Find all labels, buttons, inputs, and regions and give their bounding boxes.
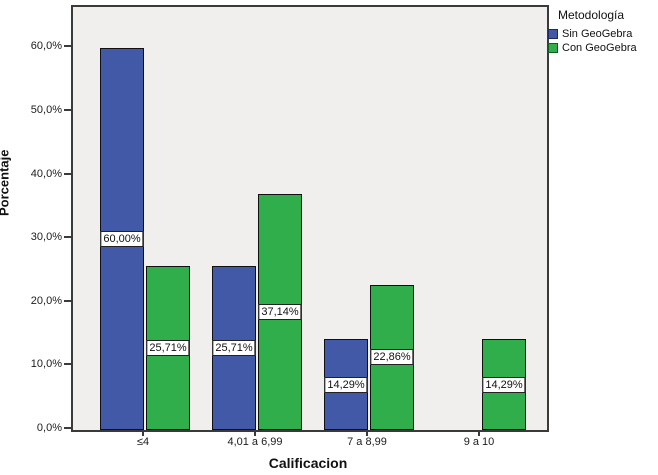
y-tick-label: 30,0% [30, 231, 62, 244]
x-tick-label: 9 a 10 [463, 436, 495, 448]
x-tick-mark [254, 430, 256, 436]
legend-label: Con GeoGebra [562, 42, 637, 54]
bar-value-label: 14,29% [482, 376, 526, 393]
legend-items: Sin GeoGebra Con GeoGebra [548, 28, 656, 54]
plot-area: 60,00% 25,71% 14,29% 25,71% 37,14% 22,86% 14,2… [71, 5, 549, 432]
bar-value-label: 60,00% [100, 231, 144, 248]
bar-value-label: 25,71% [146, 340, 190, 357]
legend-label: Sin GeoGebra [562, 28, 633, 40]
legend-item: Con GeoGebra [548, 42, 656, 54]
legend-swatch-icon [548, 43, 558, 53]
y-tick-mark [64, 172, 71, 175]
x-tick-mark [478, 430, 480, 436]
y-tick-mark [64, 363, 71, 366]
y-tick-label: 60,0% [30, 40, 62, 53]
x-tick-label: 4,01 a 6,99 [227, 436, 283, 448]
bar-value-label: 22,86% [370, 349, 414, 366]
y-axis-title: Porcentaje [0, 149, 12, 216]
x-tick-label: ≤4 [136, 436, 150, 448]
bar-value-label: 25,71% [212, 340, 256, 357]
x-tick-mark [366, 430, 368, 436]
y-tick-label: 0,0% [36, 422, 62, 434]
y-tick-mark [64, 108, 71, 111]
legend-item: Sin GeoGebra [548, 28, 656, 40]
y-tick-mark [64, 427, 71, 429]
legend-swatch-icon [548, 29, 558, 39]
y-tick-label: 10,0% [30, 358, 62, 371]
y-tick-mark [64, 45, 71, 48]
y-tick-label: 50,0% [30, 103, 62, 116]
y-tick-label: 40,0% [30, 167, 62, 180]
x-tick-mark [142, 430, 144, 436]
x-axis-title: Calificacion [268, 455, 348, 471]
bar-value-label: 37,14% [258, 303, 302, 320]
legend-title: Metodología [558, 8, 625, 22]
bar-value-label: 14,29% [324, 376, 368, 393]
y-tick-mark [64, 236, 71, 239]
y-tick-mark [64, 299, 71, 302]
y-tick-label: 20,0% [30, 294, 62, 307]
x-tick-label: 7 a 8,99 [347, 436, 387, 448]
legend: Metodología Sin GeoGebra Con GeoGebra [548, 8, 656, 56]
